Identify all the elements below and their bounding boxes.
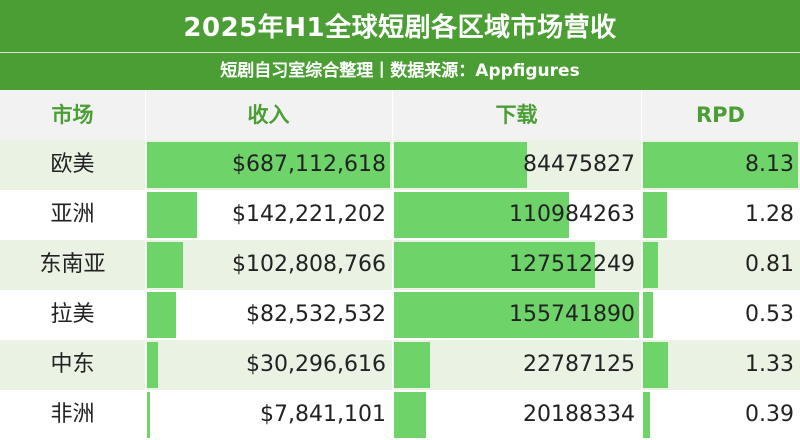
table-row: 亚洲 $142,221,202 110984263 1.28 bbox=[0, 190, 800, 240]
downloads-value: 20188334 bbox=[523, 402, 635, 427]
revenue-cell: $82,532,532 bbox=[145, 290, 392, 340]
downloads-databar bbox=[394, 292, 639, 338]
rpd-value: 0.81 bbox=[745, 252, 794, 277]
downloads-value: 22787125 bbox=[523, 352, 635, 377]
downloads-cell: 20188334 bbox=[392, 390, 641, 440]
title-divider bbox=[0, 52, 800, 53]
region-label: 中东 bbox=[50, 352, 95, 377]
rpd-cell: 1.28 bbox=[641, 190, 800, 240]
downloads-value: 127512249 bbox=[509, 252, 635, 277]
downloads-databar bbox=[394, 392, 426, 438]
downloads-databar bbox=[394, 242, 595, 288]
rpd-databar bbox=[643, 342, 668, 388]
downloads-value: 84475827 bbox=[523, 152, 635, 177]
downloads-cell: 127512249 bbox=[392, 240, 641, 290]
revenue-databar bbox=[147, 192, 197, 238]
downloads-cell: 110984263 bbox=[392, 190, 641, 240]
rpd-databar bbox=[643, 292, 653, 338]
page-subtitle: 短剧自习室综合整理丨数据来源：Appfigures bbox=[220, 61, 580, 81]
rpd-databar bbox=[643, 142, 798, 188]
downloads-value: 110984263 bbox=[509, 202, 635, 227]
title-banner: 2025年H1全球短剧各区域市场营收 短剧自习室综合整理丨数据来源：Appfig… bbox=[0, 0, 800, 90]
revenue-cell: $142,221,202 bbox=[145, 190, 392, 240]
rpd-cell: 1.33 bbox=[641, 340, 800, 390]
revenue-databar bbox=[147, 392, 150, 438]
revenue-value: $30,296,616 bbox=[246, 352, 386, 377]
table-row: 非洲 $7,841,101 20188334 0.39 bbox=[0, 390, 800, 440]
column-header-downloads: 下载 bbox=[495, 103, 538, 127]
revenue-cell: $7,841,101 bbox=[145, 390, 392, 440]
column-header-rpd: RPD bbox=[696, 103, 745, 127]
rpd-cell: 0.81 bbox=[641, 240, 800, 290]
table-row: 东南亚 $102,808,766 127512249 0.81 bbox=[0, 240, 800, 290]
downloads-cell: 155741890 bbox=[392, 290, 641, 340]
rpd-value: 0.39 bbox=[745, 402, 794, 427]
downloads-databar bbox=[394, 342, 430, 388]
rpd-databar bbox=[643, 392, 650, 438]
column-divider bbox=[392, 90, 393, 437]
downloads-databar bbox=[394, 142, 527, 188]
column-header-revenue: 收入 bbox=[247, 103, 290, 127]
region-label: 东南亚 bbox=[39, 252, 106, 277]
table-row: 拉美 $82,532,532 155741890 0.53 bbox=[0, 290, 800, 340]
table-row: 欧美 $687,112,618 84475827 8.13 bbox=[0, 140, 800, 190]
downloads-databar bbox=[394, 192, 569, 238]
table-row: 中东 $30,296,616 22787125 1.33 bbox=[0, 340, 800, 390]
column-header-market: 市场 bbox=[51, 103, 94, 127]
rpd-value: 8.13 bbox=[745, 152, 794, 177]
revenue-databar bbox=[147, 342, 158, 388]
revenue-databar bbox=[147, 142, 390, 188]
column-divider bbox=[641, 90, 642, 437]
rpd-databar bbox=[643, 192, 667, 238]
downloads-cell: 84475827 bbox=[392, 140, 641, 190]
table-header: 市场 收入 下载 RPD bbox=[0, 90, 800, 140]
rpd-databar bbox=[643, 242, 658, 288]
revenue-value: $102,808,766 bbox=[232, 252, 386, 277]
revenue-cell: $30,296,616 bbox=[145, 340, 392, 390]
region-label: 亚洲 bbox=[50, 202, 95, 227]
revenue-databar bbox=[147, 242, 183, 288]
revenue-value: $687,112,618 bbox=[232, 152, 386, 177]
rpd-value: 0.53 bbox=[745, 302, 794, 327]
rpd-cell: 8.13 bbox=[641, 140, 800, 190]
page-title: 2025年H1全球短剧各区域市场营收 bbox=[183, 13, 617, 43]
revenue-value: $82,532,532 bbox=[246, 302, 386, 327]
downloads-value: 155741890 bbox=[509, 302, 635, 327]
revenue-cell: $102,808,766 bbox=[145, 240, 392, 290]
region-label: 拉美 bbox=[50, 302, 95, 327]
region-label: 非洲 bbox=[50, 402, 95, 427]
rpd-value: 1.28 bbox=[745, 202, 794, 227]
column-divider bbox=[145, 90, 146, 437]
rpd-cell: 0.39 bbox=[641, 390, 800, 440]
rpd-value: 1.33 bbox=[745, 352, 794, 377]
rpd-cell: 0.53 bbox=[641, 290, 800, 340]
revenue-value: $7,841,101 bbox=[260, 402, 386, 427]
revenue-cell: $687,112,618 bbox=[145, 140, 392, 190]
downloads-cell: 22787125 bbox=[392, 340, 641, 390]
revenue-databar bbox=[147, 292, 176, 338]
revenue-value: $142,221,202 bbox=[232, 202, 386, 227]
region-label: 欧美 bbox=[50, 152, 95, 177]
